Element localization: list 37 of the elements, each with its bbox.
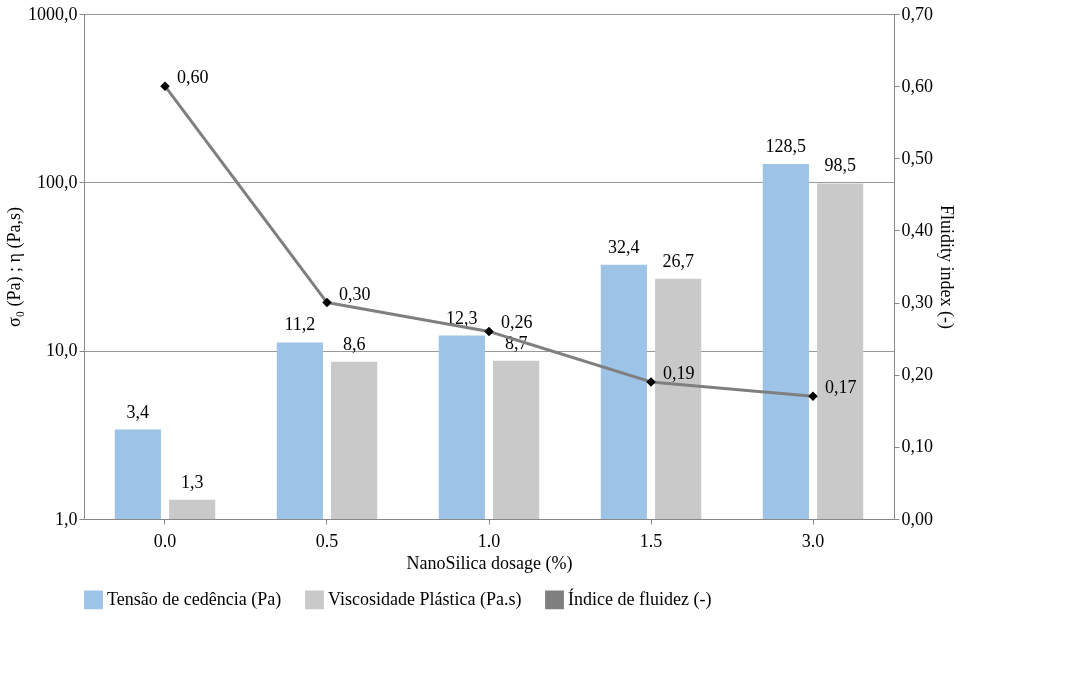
y-axis-title: σ₀ (Pa) ; η (Pa,s) bbox=[4, 207, 25, 327]
legend-label: Viscosidade Plástica (Pa.s) bbox=[328, 588, 522, 610]
data-label: 0,26 bbox=[501, 312, 533, 333]
y2-tick-label: 0,60 bbox=[901, 75, 933, 96]
x-tick-label: 1.0 bbox=[477, 530, 501, 551]
x-axis-title: NanoSilica dosage (%) bbox=[406, 552, 573, 574]
y-tick-label: 1000,0 bbox=[28, 3, 78, 24]
data-label: 128,5 bbox=[765, 136, 807, 156]
x-tick-label: 3.0 bbox=[801, 530, 825, 551]
data-label: 11,2 bbox=[284, 314, 316, 335]
x-tick-label: 1.5 bbox=[639, 530, 663, 551]
data-label: 3,4 bbox=[126, 401, 150, 422]
y2-tick-label: 0,10 bbox=[901, 436, 933, 457]
y2-tick-label: 0,50 bbox=[901, 147, 933, 168]
data-label: 0,30 bbox=[339, 283, 371, 304]
y2-axis-title: Fluidity index (-) bbox=[936, 205, 957, 329]
x-tick-label: 0.0 bbox=[153, 530, 177, 551]
data-label: 32,4 bbox=[608, 236, 640, 257]
y2-tick-label: 0,00 bbox=[901, 508, 933, 529]
y-tick-label: 100,0 bbox=[37, 171, 78, 192]
data-label: 8,6 bbox=[342, 333, 366, 354]
y2-tick-label: 0,40 bbox=[901, 219, 933, 240]
data-label: 0,60 bbox=[177, 67, 209, 88]
y-tick-label: 1,0 bbox=[55, 508, 78, 529]
legend-label: Índice de fluidez (-) bbox=[568, 587, 712, 610]
data-label: 12,3 bbox=[446, 307, 478, 328]
x-tick-label: 0.5 bbox=[315, 530, 339, 551]
data-label: 1,3 bbox=[180, 471, 204, 492]
data-label: 0,19 bbox=[663, 362, 695, 383]
y-tick-label: 10,0 bbox=[46, 340, 78, 361]
data-label: 26,7 bbox=[662, 250, 694, 271]
data-label: 98,5 bbox=[824, 155, 856, 176]
legend-label: Tensão de cedência (Pa) bbox=[107, 588, 282, 610]
data-label: 0,17 bbox=[825, 377, 857, 398]
y2-tick-label: 0,30 bbox=[901, 292, 933, 313]
y2-tick-label: 0,20 bbox=[901, 364, 933, 385]
y2-tick-label: 0,70 bbox=[901, 3, 933, 24]
